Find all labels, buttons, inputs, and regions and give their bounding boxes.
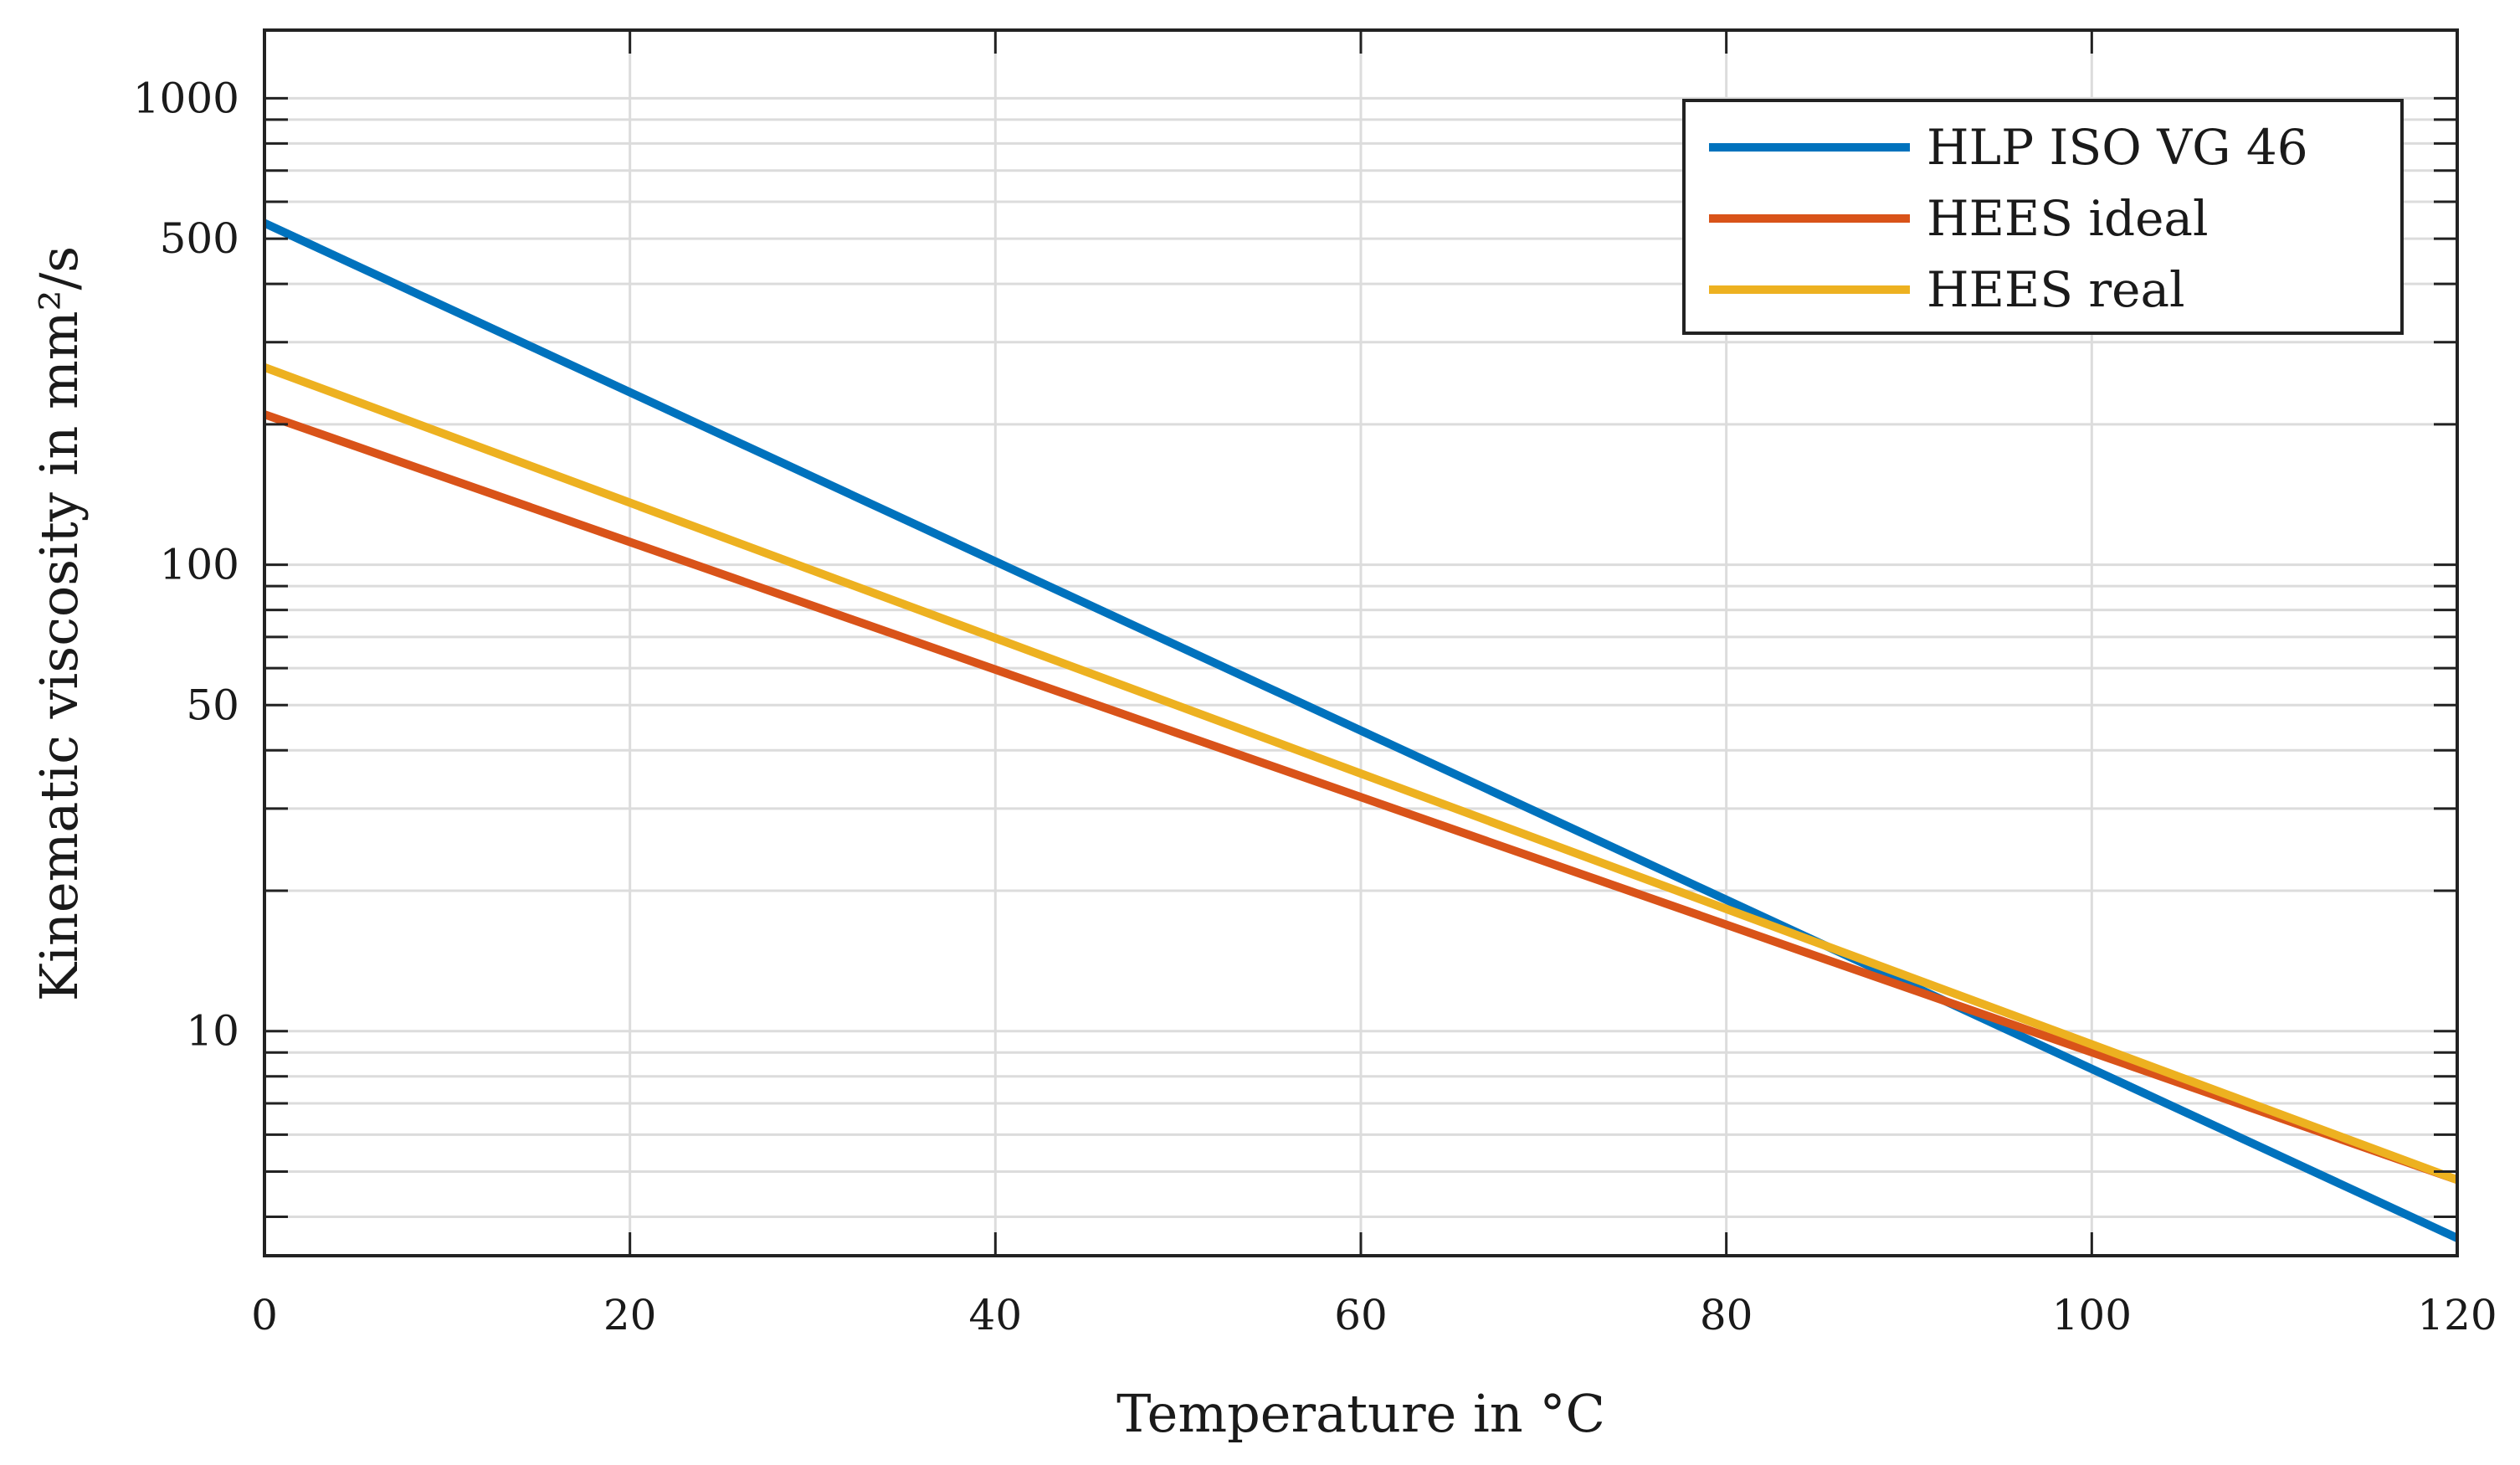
x-tick-label: 120 xyxy=(2417,1291,2497,1339)
y-tick-label: 50 xyxy=(186,681,239,729)
legend-label: HEES real xyxy=(1927,261,2185,318)
series-line xyxy=(263,363,2459,1185)
series-lines xyxy=(262,218,2460,1242)
x-tick-label: 0 xyxy=(251,1291,278,1339)
legend-label: HLP ISO VG 46 xyxy=(1927,119,2308,176)
legend-label: HEES ideal xyxy=(1927,190,2209,247)
x-tick-label: 80 xyxy=(1700,1291,1753,1339)
x-axis-title: Temperature in °C xyxy=(1116,1383,1605,1444)
x-tick-label: 40 xyxy=(969,1291,1023,1339)
y-axis-title: Kinematic viscosity in mm²/s xyxy=(28,246,90,1001)
series-line xyxy=(262,218,2460,1242)
y-tick-label: 500 xyxy=(160,214,239,263)
y-tick-label: 100 xyxy=(160,541,239,589)
x-tick-label: 60 xyxy=(1334,1291,1388,1339)
legend: HLP ISO VG 46 HEES ideal HEES real xyxy=(1682,99,2404,335)
y-tick-label: 1000 xyxy=(133,74,239,122)
x-tick-label: 20 xyxy=(603,1291,657,1339)
x-tick-label: 100 xyxy=(2052,1291,2132,1339)
series-line xyxy=(263,410,2459,1185)
y-tick-label: 10 xyxy=(186,1007,239,1056)
ticks: 0 20 40 60 80 100 120 10 50 100 500 1000 xyxy=(133,30,2497,1339)
